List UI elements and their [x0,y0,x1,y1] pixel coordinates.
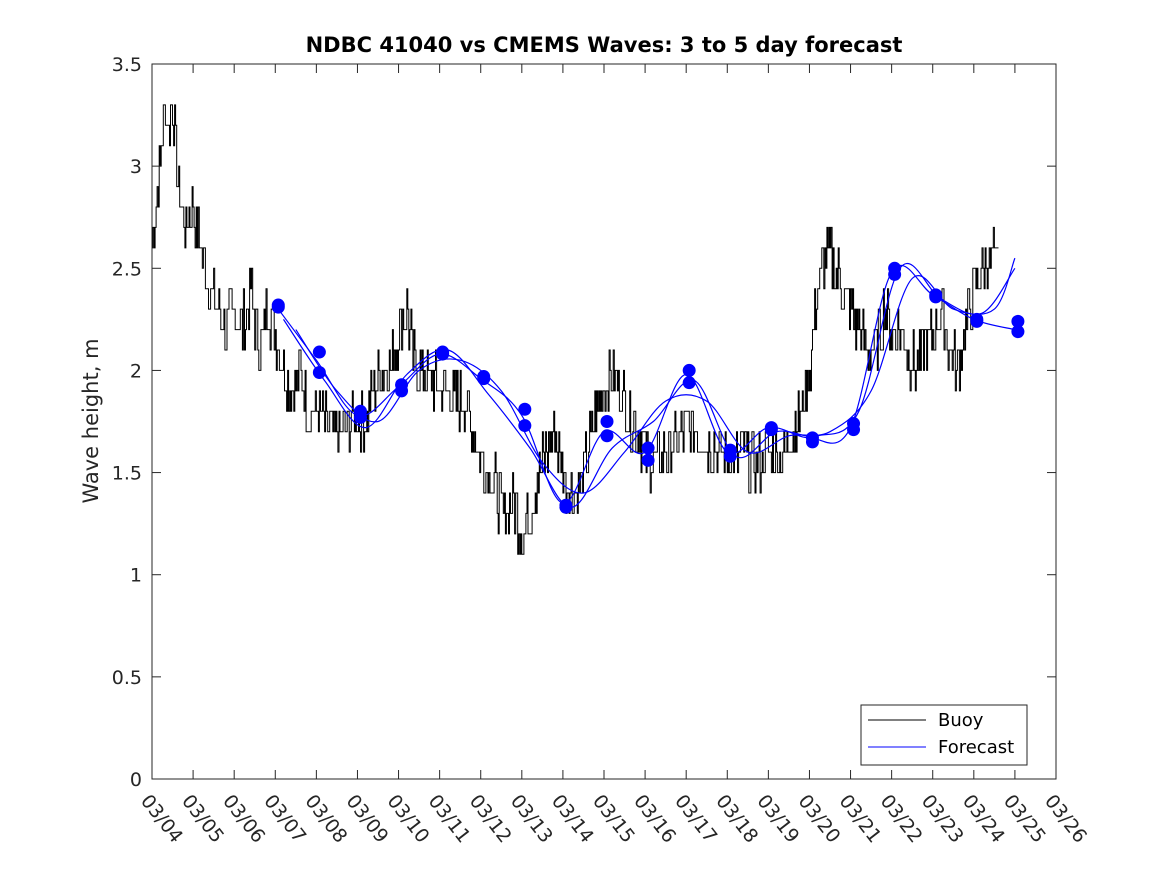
legend-forecast-label: Forecast [938,737,1014,758]
x-tick-label: 03/15 [588,791,639,848]
x-tick-label: 03/23 [917,791,968,848]
buoy-series-layer [152,104,999,555]
forecast-marker [436,347,450,361]
x-tick-label: 03/08 [300,791,351,848]
x-tick-label: 03/05 [177,791,228,848]
x-tick-label: 03/14 [547,791,598,848]
forecast-marker [723,449,737,463]
forecast-marker [312,345,326,359]
y-tick-label: 3.5 [112,54,142,76]
forecast-marker [353,410,367,424]
legend-buoy-label: Buoy [938,710,984,731]
buoy-line [152,104,999,555]
x-tick-label: 03/21 [835,791,886,848]
forecast-markers-layer [271,261,1025,514]
y-tick-label: 1 [130,565,142,587]
forecast-run-line-2 [295,257,1016,494]
x-tick-label: 03/24 [958,791,1009,848]
y-tick-label: 3 [130,156,142,178]
x-tick-label: 03/09 [342,791,393,848]
x-tick-label: 03/06 [218,791,269,848]
y-axis-ticks: 0 0.5 1 1.5 2 2.5 3 3.5 [112,54,1056,791]
forecast-marker [888,267,902,281]
forecast-marker [764,423,778,437]
forecast-series-layer [274,257,1016,508]
y-tick-label: 2.5 [112,258,142,280]
legend-box [860,704,1028,766]
forecast-marker [682,376,696,390]
x-tick-label: 03/18 [711,791,762,848]
x-tick-label: 03/10 [383,791,434,848]
forecast-marker [518,419,532,433]
forecast-marker [559,500,573,514]
x-tick-label: 03/17 [670,791,721,848]
x-tick-label: 03/25 [999,791,1050,848]
forecast-marker [271,300,285,314]
forecast-marker [682,363,696,377]
forecast-marker [600,415,614,428]
x-tick-label: 03/07 [259,791,310,848]
x-tick-label: 03/26 [1040,791,1091,848]
x-tick-label: 03/22 [876,791,927,848]
forecast-marker [641,453,655,467]
forecast-marker [600,429,614,443]
forecast-marker [312,365,326,379]
x-tick-label: 03/20 [794,791,845,848]
x-tick-label: 03/19 [752,791,803,848]
x-tick-label: 03/11 [424,791,475,848]
forecast-run-line-1 [274,264,1016,504]
chart-title: NDBC 41040 vs CMEMS Waves: 3 to 5 day fo… [306,33,903,57]
legend: Buoy Forecast [860,704,1028,766]
forecast-marker [847,423,861,437]
y-tick-label: 2 [130,360,142,382]
forecast-marker [970,314,984,328]
forecast-marker [1011,314,1025,328]
y-tick-label: 1.5 [112,463,142,485]
forecast-marker [518,402,532,416]
y-tick-label: 0 [130,769,142,791]
y-axis-label: Wave height, m [79,338,103,503]
forecast-marker [1011,325,1025,339]
forecast-marker [395,384,409,398]
x-tick-label: 03/12 [465,791,516,848]
forecast-marker [477,372,491,386]
x-tick-label: 03/13 [506,791,557,848]
x-tick-label: 03/04 [136,791,187,848]
forecast-marker [641,441,655,455]
forecast-marker [805,435,819,449]
forecast-run-line-3 [282,262,1016,508]
y-tick-label: 0.5 [112,667,142,689]
forecast-marker [929,290,943,304]
x-tick-label: 03/16 [629,791,680,848]
